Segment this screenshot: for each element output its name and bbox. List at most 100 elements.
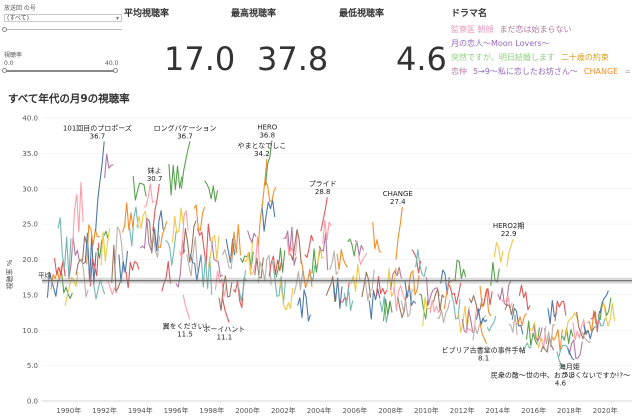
series-line xyxy=(372,221,382,253)
series-line xyxy=(415,249,427,278)
series-line xyxy=(179,210,189,260)
series-line xyxy=(443,279,455,310)
series-line xyxy=(182,294,191,320)
series-line xyxy=(450,294,461,320)
max-rating-value: 37.8 xyxy=(257,40,329,78)
x-tick-label: 1998年 xyxy=(199,406,224,415)
series-line xyxy=(289,229,302,264)
series-line xyxy=(168,163,183,196)
series-line xyxy=(129,206,139,247)
rating-min-value: 0.0 xyxy=(4,60,14,67)
drama-legend-item[interactable]: CHANGE xyxy=(583,67,619,76)
series-line xyxy=(501,295,513,309)
annotation-title: ビブリア古書堂の事件手帖 xyxy=(442,346,526,355)
drama-legend-row: 監察医 朝顔 まだ恋は始まらない xyxy=(451,24,578,35)
series-line xyxy=(368,288,381,320)
series-line xyxy=(222,298,230,323)
y-tick-label: 0.0 xyxy=(27,398,38,406)
series-line xyxy=(365,269,375,302)
annotation-value: 11.1 xyxy=(217,333,233,341)
series-line xyxy=(561,327,574,345)
series-line xyxy=(132,175,147,201)
series-line xyxy=(461,309,474,334)
series-line xyxy=(261,199,276,232)
series-line xyxy=(486,315,497,332)
drama-legend-item[interactable]: 恋仲 xyxy=(451,67,467,76)
drama-legend-row: 月の恋人〜Moon Lovers〜 xyxy=(451,38,556,49)
x-tick-label: 2010年 xyxy=(414,406,439,415)
chevron-down-icon: ▾ xyxy=(115,15,119,22)
series-line xyxy=(318,232,329,271)
episode-slider-handle[interactable] xyxy=(2,27,7,32)
series-line xyxy=(568,339,583,360)
series-line xyxy=(243,239,254,275)
annotation-title: プライド xyxy=(309,180,337,188)
chart-title: すべて年代の月9の視聴率 xyxy=(8,93,130,105)
series-line xyxy=(497,280,512,307)
series-line xyxy=(447,282,462,305)
series-line xyxy=(601,302,616,327)
series-line xyxy=(304,234,314,258)
chart-grid xyxy=(42,117,632,402)
series-line xyxy=(95,141,105,232)
series-line xyxy=(540,336,555,353)
annotation-value: 22.9 xyxy=(501,230,517,238)
annotation-value: 36.7 xyxy=(177,132,193,140)
x-tick-label: 2020年 xyxy=(593,406,618,415)
series-line xyxy=(196,223,211,266)
avg-rating-value: 17.0 xyxy=(164,40,236,78)
annotation-value: 36.7 xyxy=(90,132,106,140)
series-line xyxy=(454,259,467,281)
drama-legend-item[interactable]: まだ恋は始まらない xyxy=(499,25,572,34)
series-line xyxy=(375,275,388,297)
drama-legend-item[interactable]: 二十歳の約束 xyxy=(560,53,609,62)
series-line xyxy=(599,290,609,314)
drama-legend-item[interactable]: 5→9〜私に恋したお坊さん〜 xyxy=(473,67,578,76)
min-rating-value: 4.6 xyxy=(396,40,447,78)
series-line xyxy=(204,180,219,203)
series-line xyxy=(533,325,543,342)
y-tick-label: 10.0 xyxy=(22,327,38,335)
series-line xyxy=(165,231,177,266)
series-line xyxy=(508,314,518,336)
drama-legend-item[interactable]: 月の恋人〜Moon Lovers〜 xyxy=(451,39,550,48)
series-line xyxy=(93,279,106,300)
chart-axes: 0.0 5.0 10.0 15.0 20.0 25.0 30.0 35.0 40.0 視聴率 % 1… xyxy=(5,115,632,415)
x-tick-label: 1996年 xyxy=(164,406,189,415)
annotation-value: 4.6 xyxy=(555,379,567,387)
x-tick-label: 1992年 xyxy=(92,406,117,415)
series-line xyxy=(354,239,365,256)
rating-slider-min-handle[interactable] xyxy=(2,68,7,73)
series-line xyxy=(522,342,532,352)
drama-legend-item[interactable]: 監察医 朝顔 xyxy=(451,25,494,34)
x-tick-label: 2002年 xyxy=(271,406,296,415)
series-line xyxy=(111,244,121,292)
series-line xyxy=(286,229,299,256)
series-line xyxy=(139,217,152,251)
episode-dropdown[interactable]: (すべて) ▾ xyxy=(4,14,122,22)
x-tick-label: 1990年 xyxy=(56,406,81,415)
annotation-value: 5.8 xyxy=(564,371,575,379)
drama-legend-row: 恋仲 5→9〜私に恋したお坊さん〜 CHANGE = xyxy=(451,66,637,77)
series-line xyxy=(125,261,140,289)
series-line xyxy=(393,285,406,311)
annotation-title: 民衆の敵〜世の中、おかしくないですか!?〜 xyxy=(491,370,630,379)
drama-legend-item: = xyxy=(624,67,631,76)
annotation-value: 8.1 xyxy=(478,355,489,363)
chart-annotations: 101回目のプロポーズ36.7ロングバケーション36.7HERO36.8やまとな… xyxy=(63,123,630,387)
rating-filter-label: 視聴率 xyxy=(4,52,23,59)
series-line xyxy=(320,197,328,232)
min-rating-title: 最低視聴率 xyxy=(339,9,385,19)
series-line xyxy=(475,308,488,326)
x-tick-label: 1994年 xyxy=(128,406,153,415)
x-tick-label: 2008年 xyxy=(378,406,403,415)
series-line xyxy=(472,315,487,341)
series-line xyxy=(118,250,129,283)
series-line xyxy=(121,202,134,233)
x-tick-label: 2014年 xyxy=(485,406,510,415)
episode-slider-track[interactable] xyxy=(4,29,122,30)
series-line xyxy=(61,272,73,299)
series-line xyxy=(322,220,332,244)
drama-legend-item[interactable]: 突然ですが、明日結婚します xyxy=(451,53,555,62)
rating-slider-max-handle[interactable] xyxy=(113,68,118,73)
